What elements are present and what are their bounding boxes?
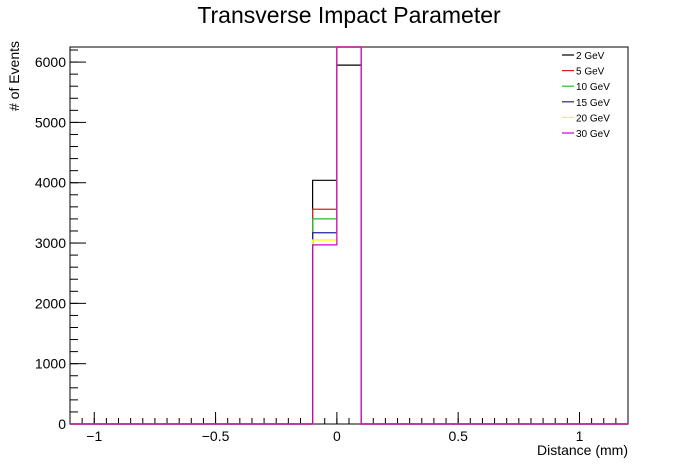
legend-label: 2 GeV [576, 51, 605, 62]
x-tick-label: −1 [86, 428, 102, 444]
x-axis-label: Distance (mm) [536, 442, 628, 458]
legend-label: 10 GeV [576, 82, 610, 93]
chart-title: Transverse Impact Parameter [197, 2, 501, 28]
x-tick-label: 0 [333, 428, 341, 444]
y-tick-label: 6000 [35, 54, 66, 70]
y-tick-label: 3000 [35, 235, 66, 251]
legend-label: 5 GeV [576, 67, 605, 78]
legend-label: 20 GeV [576, 113, 610, 124]
histogram-series-20-gev [70, 46, 628, 425]
x-tick-label: −0.5 [202, 428, 230, 444]
x-tick-label: 1 [576, 428, 584, 444]
y-tick-label: 5000 [35, 114, 66, 130]
y-tick-label: 0 [58, 416, 66, 432]
plot-frame [69, 46, 629, 425]
x-tick-label: 0.5 [448, 428, 468, 444]
legend-label: 15 GeV [576, 98, 610, 109]
y-tick-label: 1000 [35, 356, 66, 372]
histogram-series-15-gev [70, 46, 628, 425]
y-tick-label: 2000 [35, 295, 66, 311]
legend-label: 30 GeV [576, 129, 610, 140]
y-tick-label: 4000 [35, 175, 66, 191]
histogram-series-2-gev [70, 64, 628, 425]
histogram-series-10-gev [70, 46, 628, 425]
histogram-series-5-gev [70, 46, 628, 425]
histogram-series-30-gev [70, 46, 628, 425]
